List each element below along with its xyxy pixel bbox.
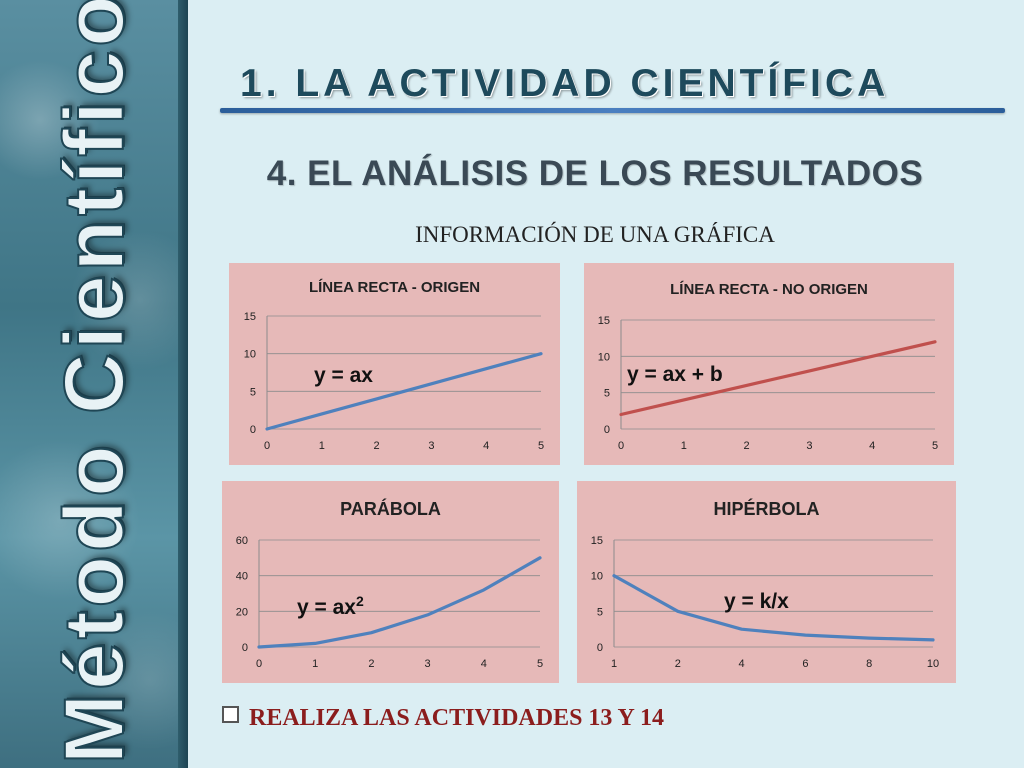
- section-label: INFORMACIÓN DE UNA GRÁFICA: [415, 222, 775, 247]
- x-tick-label: 2: [368, 658, 374, 670]
- x-tick-label: 1: [611, 658, 617, 670]
- y-tick-label: 10: [598, 351, 610, 363]
- title-divider: [220, 108, 1005, 113]
- x-tick-label: 4: [739, 658, 745, 670]
- x-tick-label: 2: [374, 440, 380, 452]
- chart-svg: PARÁBOLA 0 20 40 60 0 1 2 3 4 5 y = ax2: [236, 498, 543, 670]
- page-title: 1. LA ACTIVIDAD CIENTÍFICA: [240, 62, 890, 105]
- x-tick-label: 1: [312, 658, 318, 670]
- y-tick-label: 60: [236, 535, 248, 547]
- y-tick-label: 15: [598, 315, 610, 327]
- sidebar-title: Método Científico: [46, 0, 142, 765]
- x-tick-label: 0: [264, 440, 270, 452]
- series-line: [257, 556, 542, 649]
- page-subtitle: 4. EL ANÁLISIS DE LOS RESULTADOS: [266, 154, 924, 193]
- y-tick-label: 0: [604, 424, 610, 436]
- x-tick-label: 3: [428, 440, 434, 452]
- x-tick-label: 4: [483, 440, 489, 452]
- x-tick-label: 5: [537, 658, 543, 670]
- x-tick-label: 3: [425, 658, 431, 670]
- x-tick-label: 0: [256, 658, 262, 670]
- x-tick-label: 0: [618, 440, 624, 452]
- x-tick-label: 2: [744, 440, 750, 452]
- x-tick-label: 4: [869, 440, 875, 452]
- y-tick-label: 5: [250, 386, 256, 398]
- series-line: [265, 352, 543, 431]
- chart-svg: LÍNEA RECTA - ORIGEN 0 5 10 15 0 1 2 3 4 5 y = ax: [244, 279, 544, 452]
- sidebar-edge: [178, 0, 188, 768]
- equation-label: y = k/x: [724, 590, 789, 613]
- equation-label: y = ax2: [297, 593, 364, 619]
- x-tick-label: 8: [866, 658, 872, 670]
- checkbox-icon: [222, 706, 239, 723]
- sidebar-banner: Método Científico: [0, 0, 188, 768]
- y-tick-label: 0: [250, 424, 256, 436]
- y-tick-label: 40: [236, 571, 248, 583]
- x-tick-label: 5: [932, 440, 938, 452]
- y-tick-label: 10: [591, 571, 603, 583]
- y-tick-label: 0: [597, 642, 603, 654]
- series-line: [619, 340, 937, 417]
- chart-parabola: PARÁBOLA 0 20 40 60 0 1 2 3 4 5 y = ax2: [222, 481, 559, 683]
- equation-label: y = ax + b: [627, 363, 723, 386]
- x-tick-label: 2: [675, 658, 681, 670]
- y-tick-label: 5: [604, 388, 610, 400]
- chart-line-origin: LÍNEA RECTA - ORIGEN 0 5 10 15 0 1 2 3 4 5 y = ax: [229, 263, 560, 465]
- chart-line-no-origin: LÍNEA RECTA - NO ORIGEN 0 5 10 15 0 1 2 3 4 5 y = a…: [584, 263, 954, 465]
- y-tick-label: 10: [244, 349, 256, 361]
- chart-title: LÍNEA RECTA - NO ORIGEN: [670, 281, 868, 298]
- chart-title: LÍNEA RECTA - ORIGEN: [309, 279, 480, 296]
- x-tick-label: 3: [806, 440, 812, 452]
- chart-svg: HIPÉRBOLA 0 5 10 15 1 2 4 6 8 10 y = k/x: [591, 498, 939, 670]
- y-tick-label: 0: [242, 642, 248, 654]
- y-tick-label: 15: [244, 311, 256, 323]
- x-tick-label: 6: [802, 658, 808, 670]
- chart-title: HIPÉRBOLA: [713, 498, 819, 519]
- activities-note: REALIZA LAS ACTIVIDADES 13 Y 14: [222, 705, 664, 732]
- activities-note-text: REALIZA LAS ACTIVIDADES 13 Y 14: [249, 705, 664, 731]
- x-tick-label: 10: [927, 658, 939, 670]
- y-tick-label: 20: [236, 606, 248, 618]
- x-tick-label: 4: [481, 658, 487, 670]
- chart-svg: LÍNEA RECTA - NO ORIGEN 0 5 10 15 0 1 2 3 4 5 y = a…: [598, 281, 938, 452]
- y-tick-label: 5: [597, 606, 603, 618]
- equation-label: y = ax: [314, 364, 373, 387]
- x-tick-label: 1: [681, 440, 687, 452]
- x-tick-label: 5: [538, 440, 544, 452]
- y-tick-label: 15: [591, 535, 603, 547]
- x-tick-label: 1: [319, 440, 325, 452]
- chart-title: PARÁBOLA: [340, 498, 441, 519]
- chart-hyperbola: HIPÉRBOLA 0 5 10 15 1 2 4 6 8 10 y = k/x: [577, 481, 956, 683]
- series-line: [612, 574, 935, 642]
